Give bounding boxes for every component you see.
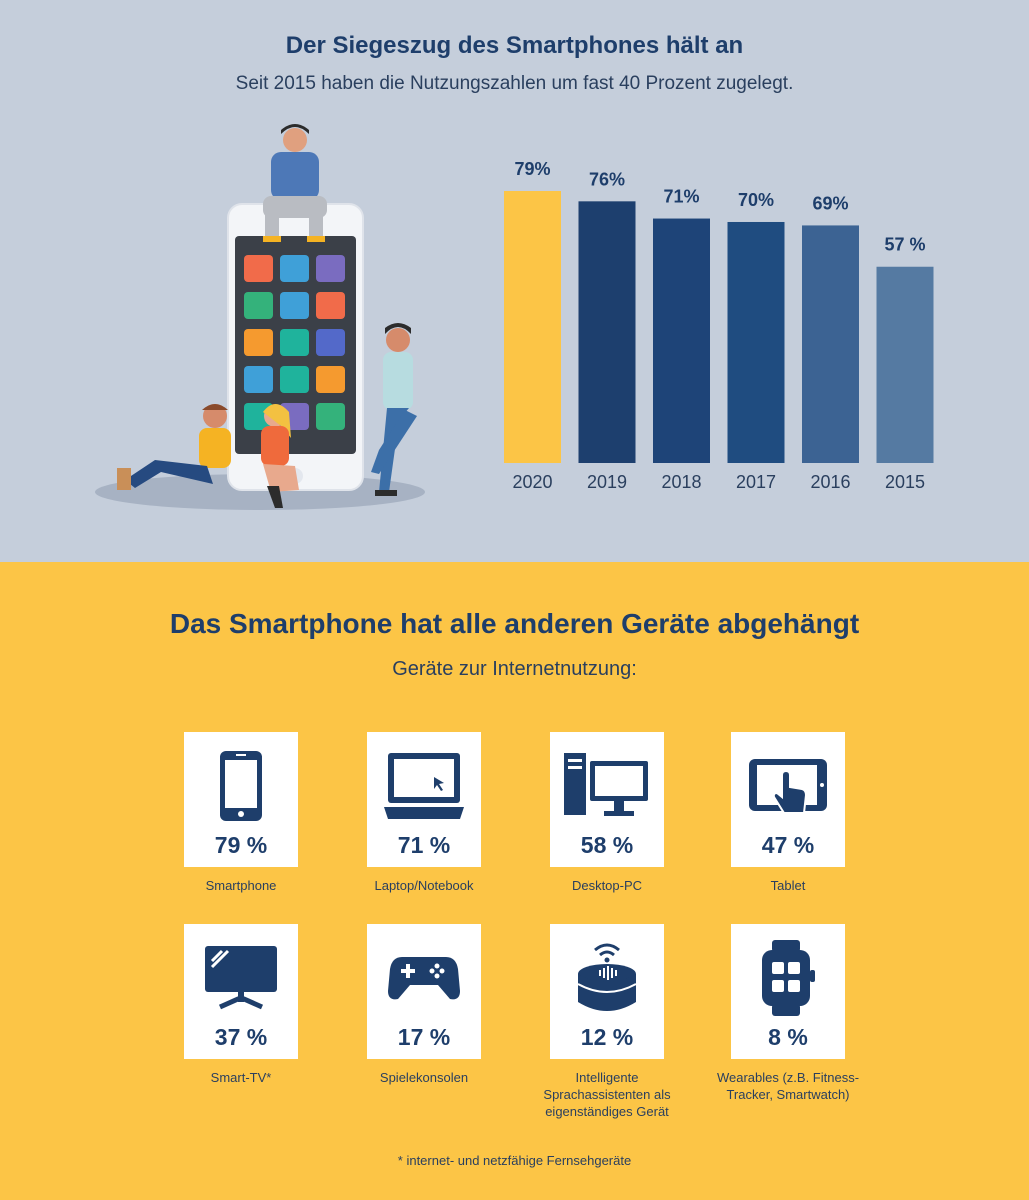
tablet-icon	[731, 746, 845, 826]
headline-bottom: Das Smartphone hat alle anderen Geräte a…	[169, 608, 860, 639]
device-percentage: 79 %	[214, 832, 268, 858]
device-label: Intelligente Sprachassistenten als eigen…	[543, 1070, 671, 1119]
category-label: 2017	[736, 472, 776, 492]
category-label: 2020	[512, 472, 552, 492]
bar-2020	[504, 191, 561, 463]
device-card: 71 %	[367, 732, 481, 867]
smartphone-icon	[184, 746, 298, 826]
bar-2017	[727, 221, 785, 463]
category-label: 2019	[587, 472, 627, 492]
bar-value-label: 76%	[589, 169, 625, 189]
smart-speaker-icon	[550, 938, 664, 1018]
desktop-pc-icon	[550, 746, 664, 826]
device-card: 12 %	[550, 924, 664, 1059]
smart-tv-icon	[184, 938, 298, 1018]
bar-value-label: 71%	[663, 187, 699, 207]
bar-value-label: 79%	[514, 159, 550, 179]
bar-value-label: 70%	[738, 190, 774, 210]
device-card: 79 %	[184, 732, 298, 867]
device-percentage: 71 %	[397, 832, 451, 858]
device-card: 8 %	[731, 924, 845, 1059]
subheadline-bottom: Geräte zur Internetnutzung:	[392, 658, 637, 680]
category-label: 2015	[885, 472, 925, 492]
bar-2016	[802, 225, 859, 463]
device-percentage: 17 %	[397, 1024, 451, 1050]
device-percentage: 12 %	[580, 1024, 634, 1050]
headline-top: Der Siegeszug des Smartphones hält an	[285, 32, 744, 59]
device-card: 17 %	[367, 924, 481, 1059]
device-percentage: 8 %	[768, 1024, 808, 1050]
device-label: Smartphone	[205, 878, 277, 893]
device-card: 37 %	[184, 924, 298, 1059]
bar-2019	[578, 201, 636, 464]
subheadline-top: Seit 2015 haben die Nutzungszahlen um fa…	[235, 73, 794, 94]
category-label: 2018	[661, 472, 701, 492]
device-percentage: 47 %	[761, 832, 815, 858]
device-label: Wearables (z.B. Fitness-Tracker, Smartwa…	[716, 1070, 860, 1102]
category-label: 2016	[810, 472, 850, 492]
device-percentage: 58 %	[580, 832, 634, 858]
device-label: Desktop-PC	[571, 878, 643, 893]
bar-value-label: 57 %	[884, 235, 925, 255]
device-label: Tablet	[770, 878, 806, 893]
people-smartphone-illustration	[95, 124, 425, 510]
device-percentage: 37 %	[214, 1024, 268, 1050]
bottom-section	[0, 562, 1029, 1200]
bar-value-label: 69%	[812, 193, 848, 213]
device-label: Spielekonsolen	[379, 1070, 469, 1085]
device-card: 58 %	[550, 732, 664, 867]
device-label: Smart-TV*	[210, 1070, 272, 1085]
smartwatch-icon	[731, 938, 845, 1018]
laptop-icon	[367, 746, 481, 826]
device-card: 47 %	[731, 732, 845, 867]
gamepad-icon	[367, 938, 481, 1018]
device-label: Laptop/Notebook	[374, 878, 474, 893]
bar-2015	[876, 266, 934, 463]
bar-2018	[653, 218, 710, 463]
footnote: * internet- und netzfähige Fernsehgeräte	[397, 1153, 632, 1168]
usage-bar-chart: 79% 76% 71% 70% 69% 57 % 2020 2019 2018 2017 2016…	[504, 159, 934, 492]
